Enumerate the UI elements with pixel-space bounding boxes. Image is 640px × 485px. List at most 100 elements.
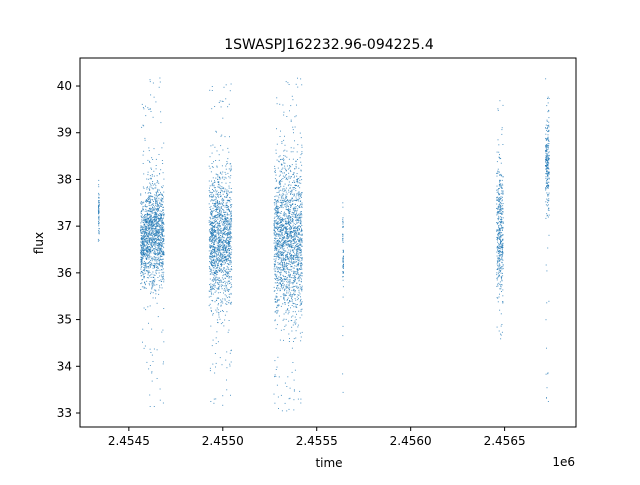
data-point (285, 213, 287, 215)
data-point (283, 190, 285, 192)
data-point (300, 221, 302, 223)
data-point (222, 241, 224, 242)
data-point (301, 251, 302, 253)
data-point (221, 173, 223, 175)
data-point (222, 234, 224, 236)
data-point (296, 235, 298, 237)
data-point (229, 261, 231, 263)
data-point (156, 175, 158, 177)
data-point (150, 210, 152, 212)
data-point (288, 302, 290, 304)
data-point (208, 290, 210, 292)
data-point (222, 258, 224, 260)
data-point (289, 294, 291, 296)
data-point (289, 212, 291, 214)
data-point (277, 299, 279, 301)
data-point (299, 242, 301, 244)
data-point (151, 195, 153, 197)
data-point (160, 220, 162, 222)
data-point (297, 264, 299, 265)
data-point (154, 203, 156, 205)
data-point (222, 310, 223, 311)
data-point (292, 200, 294, 202)
data-point (97, 238, 99, 240)
data-point (161, 199, 163, 201)
data-point (497, 235, 499, 236)
data-point (144, 214, 146, 216)
data-point (275, 174, 277, 176)
data-point (212, 253, 214, 254)
data-point (216, 287, 218, 289)
data-point (209, 236, 211, 238)
data-point (210, 325, 212, 327)
data-point (498, 212, 500, 214)
data-point (291, 277, 293, 279)
data-point (221, 182, 223, 184)
data-point (217, 228, 219, 230)
data-point (213, 190, 215, 192)
data-point (212, 284, 214, 286)
data-point (285, 271, 287, 272)
data-point (227, 283, 229, 285)
data-point (342, 279, 344, 281)
data-point (281, 287, 283, 289)
data-point (279, 207, 280, 209)
data-point (158, 215, 160, 217)
data-point (277, 279, 279, 281)
data-point (161, 193, 163, 195)
data-point (158, 229, 160, 230)
data-point (227, 280, 229, 282)
data-point (282, 258, 284, 260)
data-point (228, 273, 230, 275)
data-point (279, 288, 281, 290)
data-point (149, 202, 151, 204)
data-point (211, 300, 213, 301)
data-point (155, 185, 157, 187)
data-point (290, 258, 292, 260)
data-point (498, 187, 500, 189)
data-point (147, 248, 149, 250)
data-point (157, 235, 159, 237)
data-point (213, 195, 215, 197)
data-point (275, 310, 277, 312)
data-point (157, 191, 159, 193)
data-point (162, 258, 164, 260)
data-point (227, 235, 229, 237)
data-point (293, 273, 295, 274)
data-point (152, 244, 154, 246)
data-point (292, 214, 294, 216)
data-point (499, 281, 501, 283)
data-point (216, 278, 218, 280)
data-point (280, 196, 282, 198)
data-point (98, 204, 100, 206)
data-point (274, 253, 276, 255)
data-point (276, 306, 278, 308)
data-point (342, 286, 344, 288)
data-point (163, 251, 165, 253)
data-point (298, 207, 300, 208)
data-point (221, 258, 223, 260)
data-point (276, 103, 278, 105)
data-point (153, 289, 155, 291)
data-point (159, 205, 161, 207)
data-point (154, 225, 156, 227)
data-point (296, 269, 298, 271)
data-point (499, 181, 500, 183)
data-point (209, 217, 211, 219)
data-point (502, 259, 504, 261)
data-point (154, 234, 156, 236)
data-point (143, 256, 145, 258)
data-point (281, 228, 283, 230)
data-point (144, 276, 145, 278)
data-point (155, 231, 157, 233)
data-point (229, 233, 231, 235)
data-point (212, 265, 214, 267)
data-point (224, 270, 226, 272)
data-point (220, 145, 222, 147)
data-point (289, 281, 291, 283)
data-point (290, 218, 292, 220)
data-point (212, 255, 214, 257)
data-point (292, 257, 294, 259)
data-point (226, 272, 228, 274)
data-point (140, 256, 142, 258)
